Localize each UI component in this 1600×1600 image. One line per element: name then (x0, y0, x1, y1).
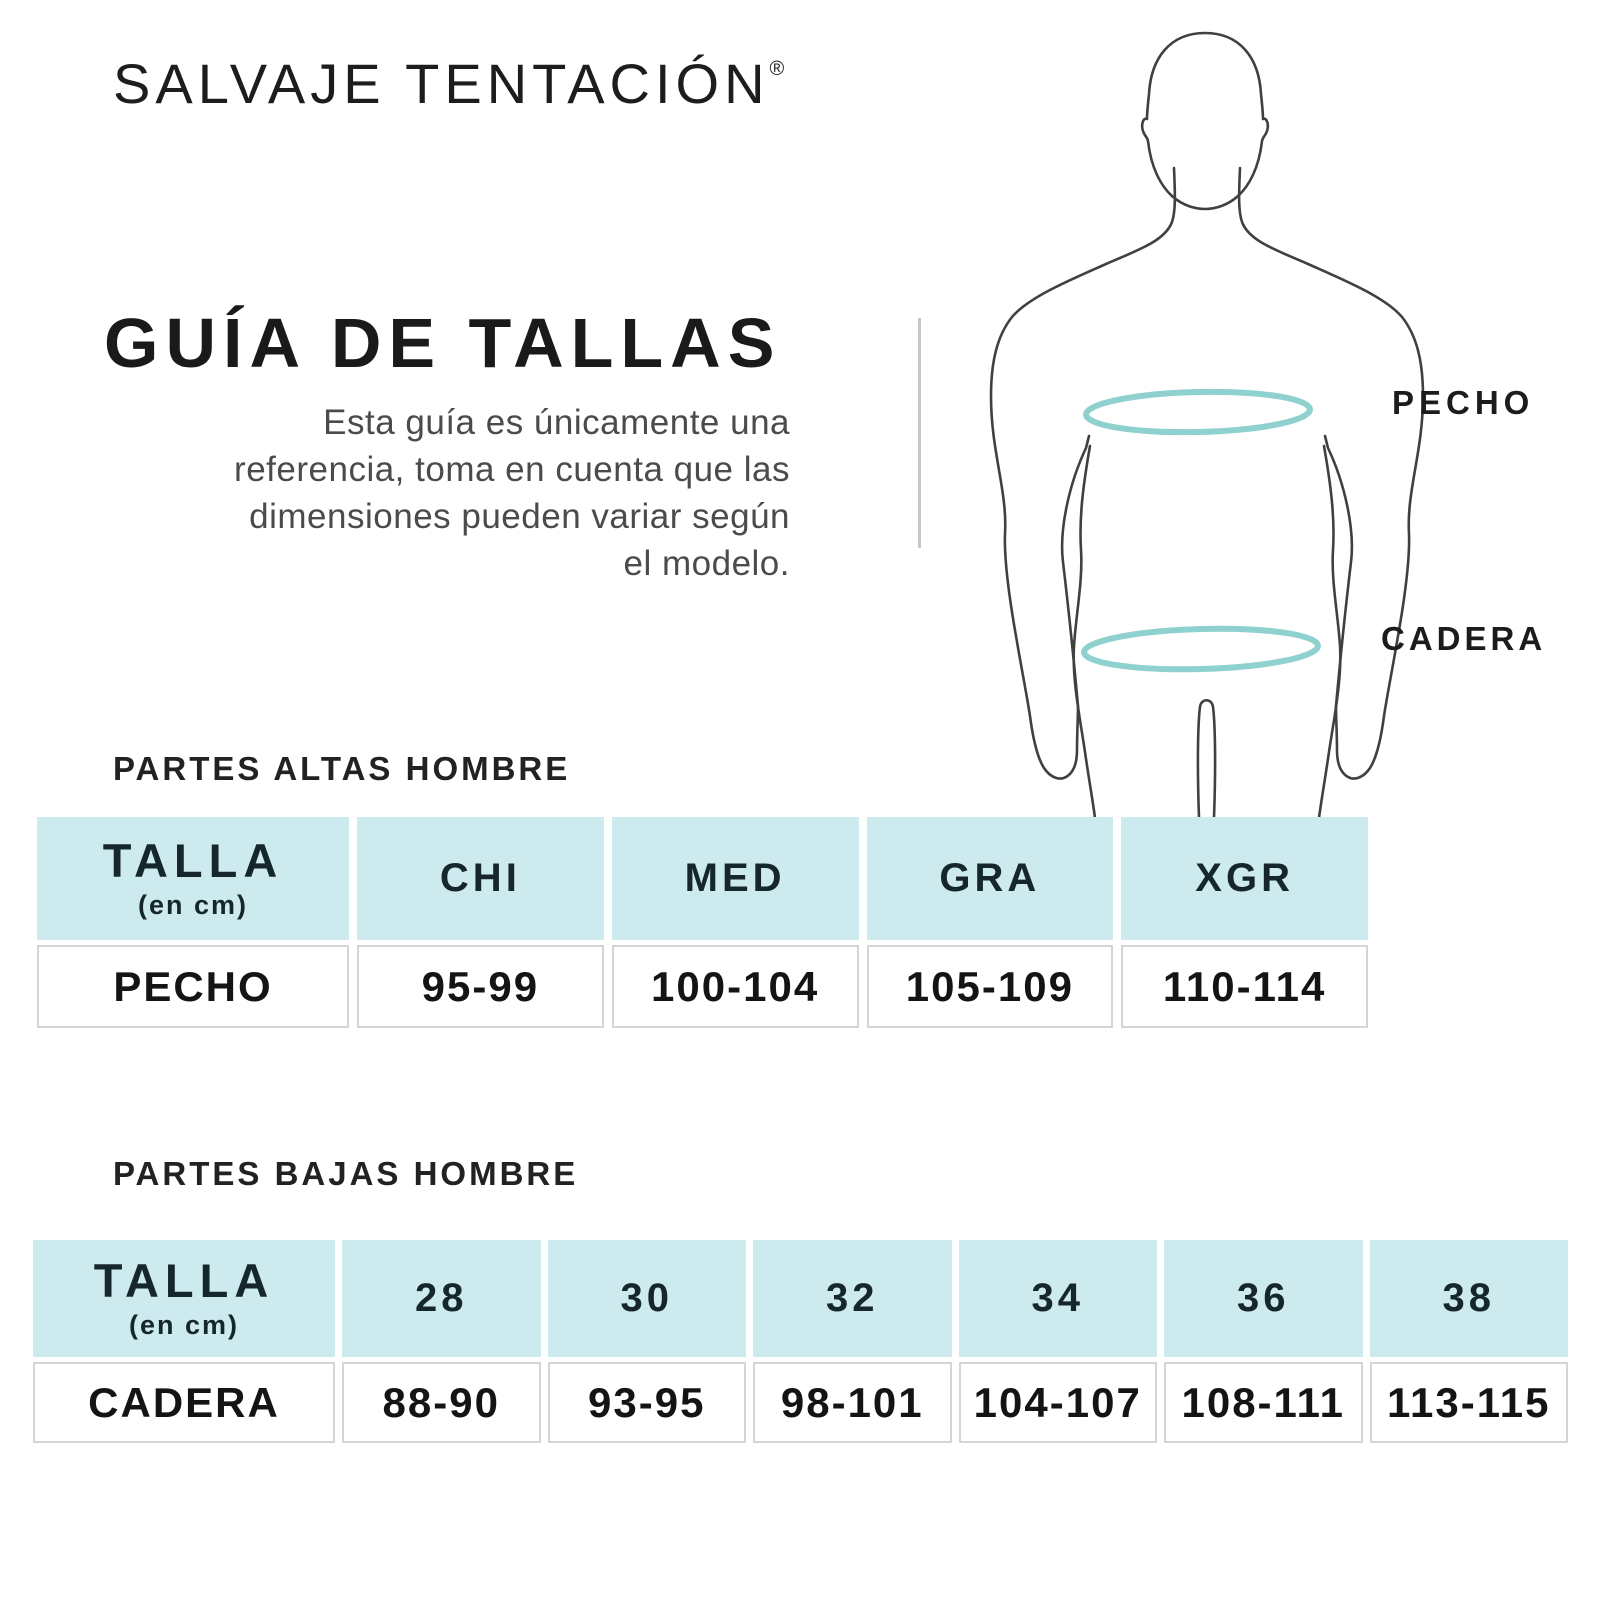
size-value-cell: 105-109 (866, 945, 1114, 1028)
size-table-bottoms: TALLA (en cm) 28 30 32 34 36 38 CADERA 88-90 93-95… (33, 1240, 1568, 1443)
brand-name: SALVAJE TENTACIÓN (113, 52, 770, 115)
size-value-cell: 88-90 (342, 1362, 541, 1443)
column-header-cell: 30 (547, 1240, 746, 1357)
size-value-cell: 98-101 (753, 1362, 952, 1443)
silhouette-inner-leg (1196, 698, 1217, 820)
column-header-cell: GRA (866, 817, 1114, 940)
description-line: el modelo. (623, 544, 790, 583)
size-table-tops: TALLA (en cm) CHI MED GRA XGR PECHO 95-99 100-10… (37, 817, 1368, 1028)
column-header-cell: 32 (753, 1240, 952, 1357)
size-header-main: TALLA (93, 1253, 275, 1307)
column-header-cell: 34 (958, 1240, 1157, 1357)
size-value-cell: 113-115 (1369, 1362, 1568, 1443)
column-header-cell: 38 (1369, 1240, 1568, 1357)
brand-logo: SALVAJE TENTACIÓN® (113, 56, 784, 112)
silhouette-left-side (1072, 444, 1097, 820)
chest-measure-line (1083, 388, 1313, 436)
description-line: Esta guía es únicamente una (323, 403, 790, 442)
size-value-cell: 100-104 (611, 945, 859, 1028)
column-header-cell: MED (611, 817, 859, 940)
size-header-cell: TALLA (en cm) (37, 817, 349, 940)
vertical-divider (918, 318, 921, 548)
column-header-cell: 36 (1164, 1240, 1363, 1357)
column-header-cell: XGR (1121, 817, 1368, 940)
size-header-cell: TALLA (en cm) (33, 1240, 335, 1357)
size-header-main: TALLA (102, 833, 284, 887)
male-silhouette-illustration (989, 31, 1425, 820)
guide-description: Esta guía es únicamente una referencia, … (88, 399, 790, 587)
row-label-cell: CADERA (33, 1362, 335, 1443)
size-value-cell: 95-99 (357, 945, 604, 1028)
silhouette-right-side (1317, 444, 1342, 820)
page-title: GUÍA DE TALLAS (104, 304, 782, 382)
hip-label: CADERA (1381, 620, 1547, 657)
size-value-cell: 104-107 (958, 1362, 1157, 1443)
hip-measure-line (1081, 625, 1321, 673)
size-header-sub: (en cm) (128, 1310, 240, 1341)
silhouette-left-arm (989, 166, 1177, 780)
size-value-cell: 93-95 (547, 1362, 746, 1443)
silhouette-head (1140, 31, 1270, 211)
size-value-cell: 110-114 (1121, 945, 1368, 1028)
size-header-sub: (en cm) (137, 890, 249, 921)
column-header-cell: 28 (342, 1240, 541, 1357)
section-title-bottoms: PARTES BAJAS HOMBRE (113, 1155, 579, 1192)
section-title-tops: PARTES ALTAS HOMBRE (113, 750, 571, 787)
column-header-cell: CHI (357, 817, 604, 940)
registered-mark: ® (769, 58, 785, 80)
chest-label: PECHO (1392, 384, 1535, 421)
silhouette-right-arm (1237, 166, 1425, 780)
description-line: referencia, toma en cuenta que las (234, 450, 790, 489)
description-line: dimensiones pueden variar según (249, 497, 790, 536)
row-label-cell: PECHO (37, 945, 349, 1028)
size-value-cell: 108-111 (1164, 1362, 1363, 1443)
